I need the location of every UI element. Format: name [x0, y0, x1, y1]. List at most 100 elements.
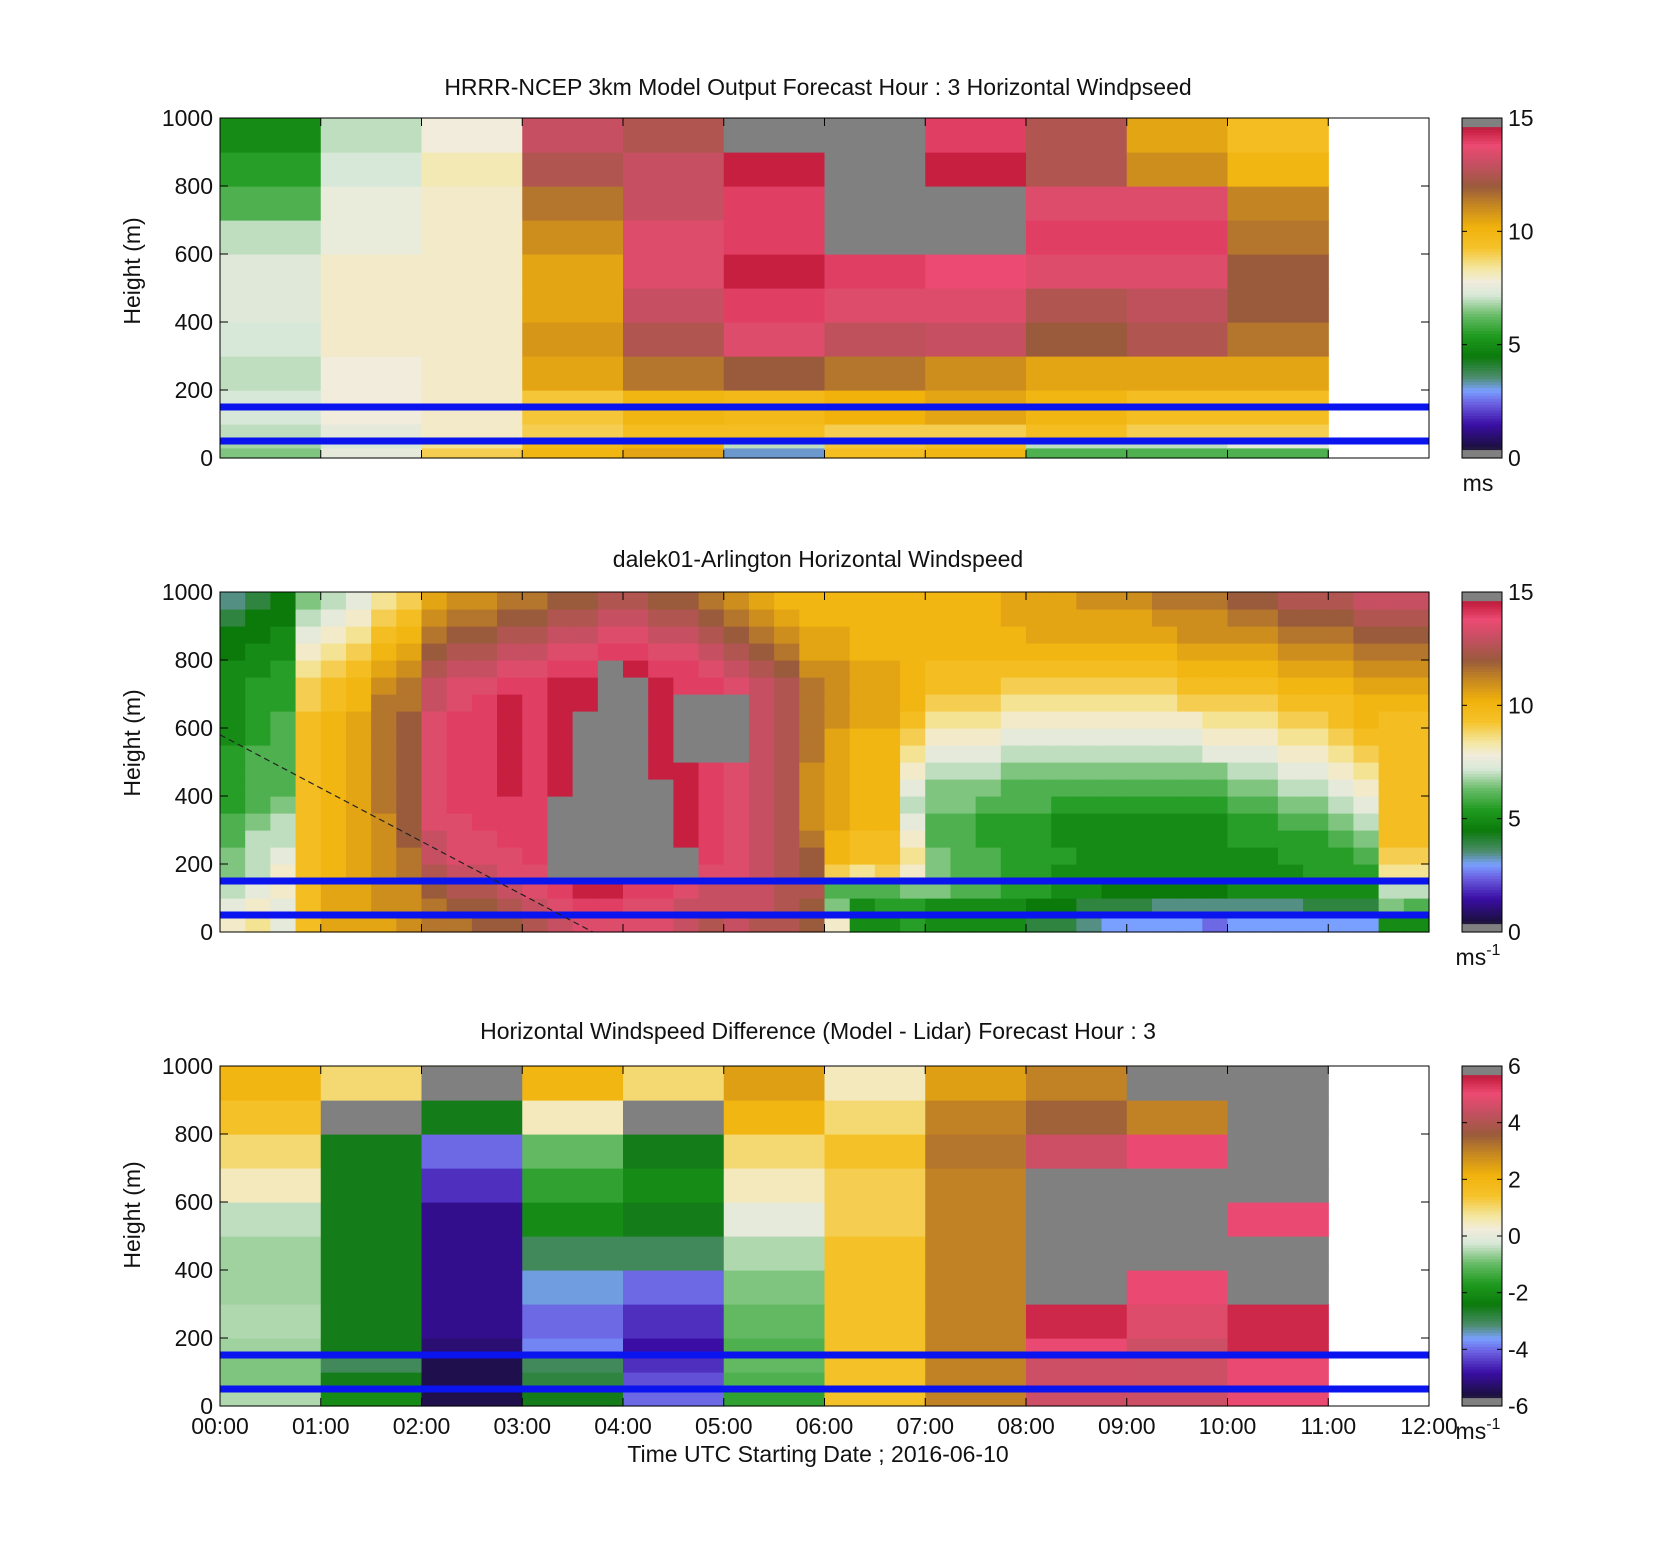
heatmap-cell [421, 152, 523, 187]
colorbar-segment [1462, 265, 1502, 269]
y-tick-label: 0 [200, 1393, 213, 1419]
heatmap-cell [799, 728, 826, 746]
colorbar-segment [1462, 290, 1502, 295]
heatmap-cells [220, 1066, 1329, 1407]
heatmap-cell [1277, 592, 1304, 610]
heatmap-cell [547, 745, 574, 763]
heatmap-cell [1328, 745, 1355, 763]
heatmap-cell [1303, 813, 1329, 831]
heatmap-cell [623, 1372, 725, 1390]
heatmap-cell [1051, 779, 1077, 797]
heatmap-cell [471, 813, 498, 831]
heatmap-cell [446, 779, 473, 797]
colorbar-segment [1462, 186, 1502, 190]
heatmap-cell [220, 1134, 322, 1169]
colorbar-segment [1462, 171, 1502, 176]
heatmap-cell [396, 728, 423, 746]
heatmap-cell [1076, 711, 1103, 729]
heatmap-cell [446, 643, 473, 661]
colorbar-segment [1462, 1349, 1502, 1353]
colorbar-segment [1462, 852, 1502, 857]
heatmap-cell [245, 847, 271, 865]
colorbar-segment [1462, 191, 1502, 196]
heatmap-cell [1202, 660, 1229, 678]
heatmap-cell [975, 830, 1002, 848]
heatmap-cell [270, 813, 297, 831]
heatmap-cell [1202, 643, 1229, 661]
colorbar-segment [1462, 1179, 1502, 1183]
heatmap-cell [1151, 626, 1178, 644]
heatmap-cell [698, 609, 725, 627]
heatmap-cell [497, 677, 523, 695]
colorbar-segment [1462, 739, 1502, 743]
heatmap-cell [723, 322, 826, 357]
colorbar-tick-label: 6 [1508, 1053, 1521, 1079]
x-tick-label: 12:00 [1400, 1413, 1458, 1439]
heatmap-cell [1051, 660, 1077, 678]
colorbar-segment [1462, 790, 1502, 794]
heatmap-cell [1328, 915, 1355, 933]
heatmap-cell [1126, 864, 1153, 882]
heatmap-cell [950, 592, 977, 610]
heatmap-cell [220, 847, 246, 865]
heatmap-cell [1328, 847, 1355, 865]
heatmap-cell [723, 711, 750, 729]
heatmap-cell [623, 728, 649, 746]
heatmap-cell [1227, 728, 1254, 746]
heatmap-cell [371, 711, 397, 729]
colorbar-segment [1462, 835, 1502, 840]
heatmap-cell [799, 847, 826, 865]
heatmap-cell [874, 813, 901, 831]
colorbar-tick-label: 5 [1508, 332, 1521, 358]
colorbar-segment [1462, 137, 1502, 142]
heatmap-cell [1328, 643, 1355, 661]
heatmap-cell [925, 424, 1027, 439]
heatmap-cell [1378, 711, 1405, 729]
heatmap-cell [345, 609, 372, 627]
heatmap-cell [975, 728, 1002, 746]
colorbar-segment [1462, 1190, 1502, 1195]
heatmap-cell [270, 745, 297, 763]
heatmap-cell [295, 830, 322, 848]
heatmap-cell [1126, 745, 1153, 763]
heatmap-cell [1026, 1355, 1128, 1373]
heatmap-cell [421, 796, 448, 814]
heatmap-cell [623, 660, 649, 678]
heatmap-cell [497, 847, 523, 865]
heatmap-cell [1076, 898, 1103, 916]
heatmap-cell [1403, 830, 1430, 848]
colorbar-unit-superscript: -1 [1486, 942, 1500, 959]
panel-model: HRRR-NCEP 3km Model Output Forecast Hour… [119, 74, 1534, 496]
heatmap-cell [698, 898, 725, 916]
heatmap-cell [1177, 711, 1203, 729]
heatmap-cell [1026, 424, 1128, 439]
heatmap-cell [522, 1338, 624, 1356]
heatmap-cell [1126, 1389, 1229, 1407]
colorbar-segment [1462, 643, 1502, 647]
heatmap-cell [975, 762, 1002, 780]
heatmap-cell [874, 728, 901, 746]
heatmap-cell [1000, 762, 1027, 780]
heatmap-cell [723, 424, 826, 439]
heatmap-cell [497, 745, 523, 763]
colorbar-segment [1462, 384, 1502, 388]
heatmap-cell [900, 660, 926, 678]
heatmap-cell [220, 1338, 322, 1356]
heatmap-cell [1277, 762, 1304, 780]
colorbar-segment [1462, 1391, 1502, 1396]
heatmap-cell [446, 660, 473, 678]
colorbar-segment [1462, 1284, 1502, 1288]
heatmap-cell [1051, 677, 1077, 695]
heatmap-cell [723, 813, 750, 831]
heatmap-cell [421, 118, 523, 153]
heatmap-cell [950, 660, 977, 678]
heatmap-cell [849, 915, 876, 933]
heatmap-cell [1252, 626, 1279, 644]
colorbar-segment [1462, 285, 1502, 289]
heatmap-cell [1227, 424, 1329, 439]
heatmap-cell [1051, 643, 1077, 661]
heatmap-cell [1353, 881, 1380, 899]
heatmap-cell [623, 118, 725, 153]
heatmap-cell [950, 915, 977, 933]
colorbar-segment [1462, 756, 1502, 760]
